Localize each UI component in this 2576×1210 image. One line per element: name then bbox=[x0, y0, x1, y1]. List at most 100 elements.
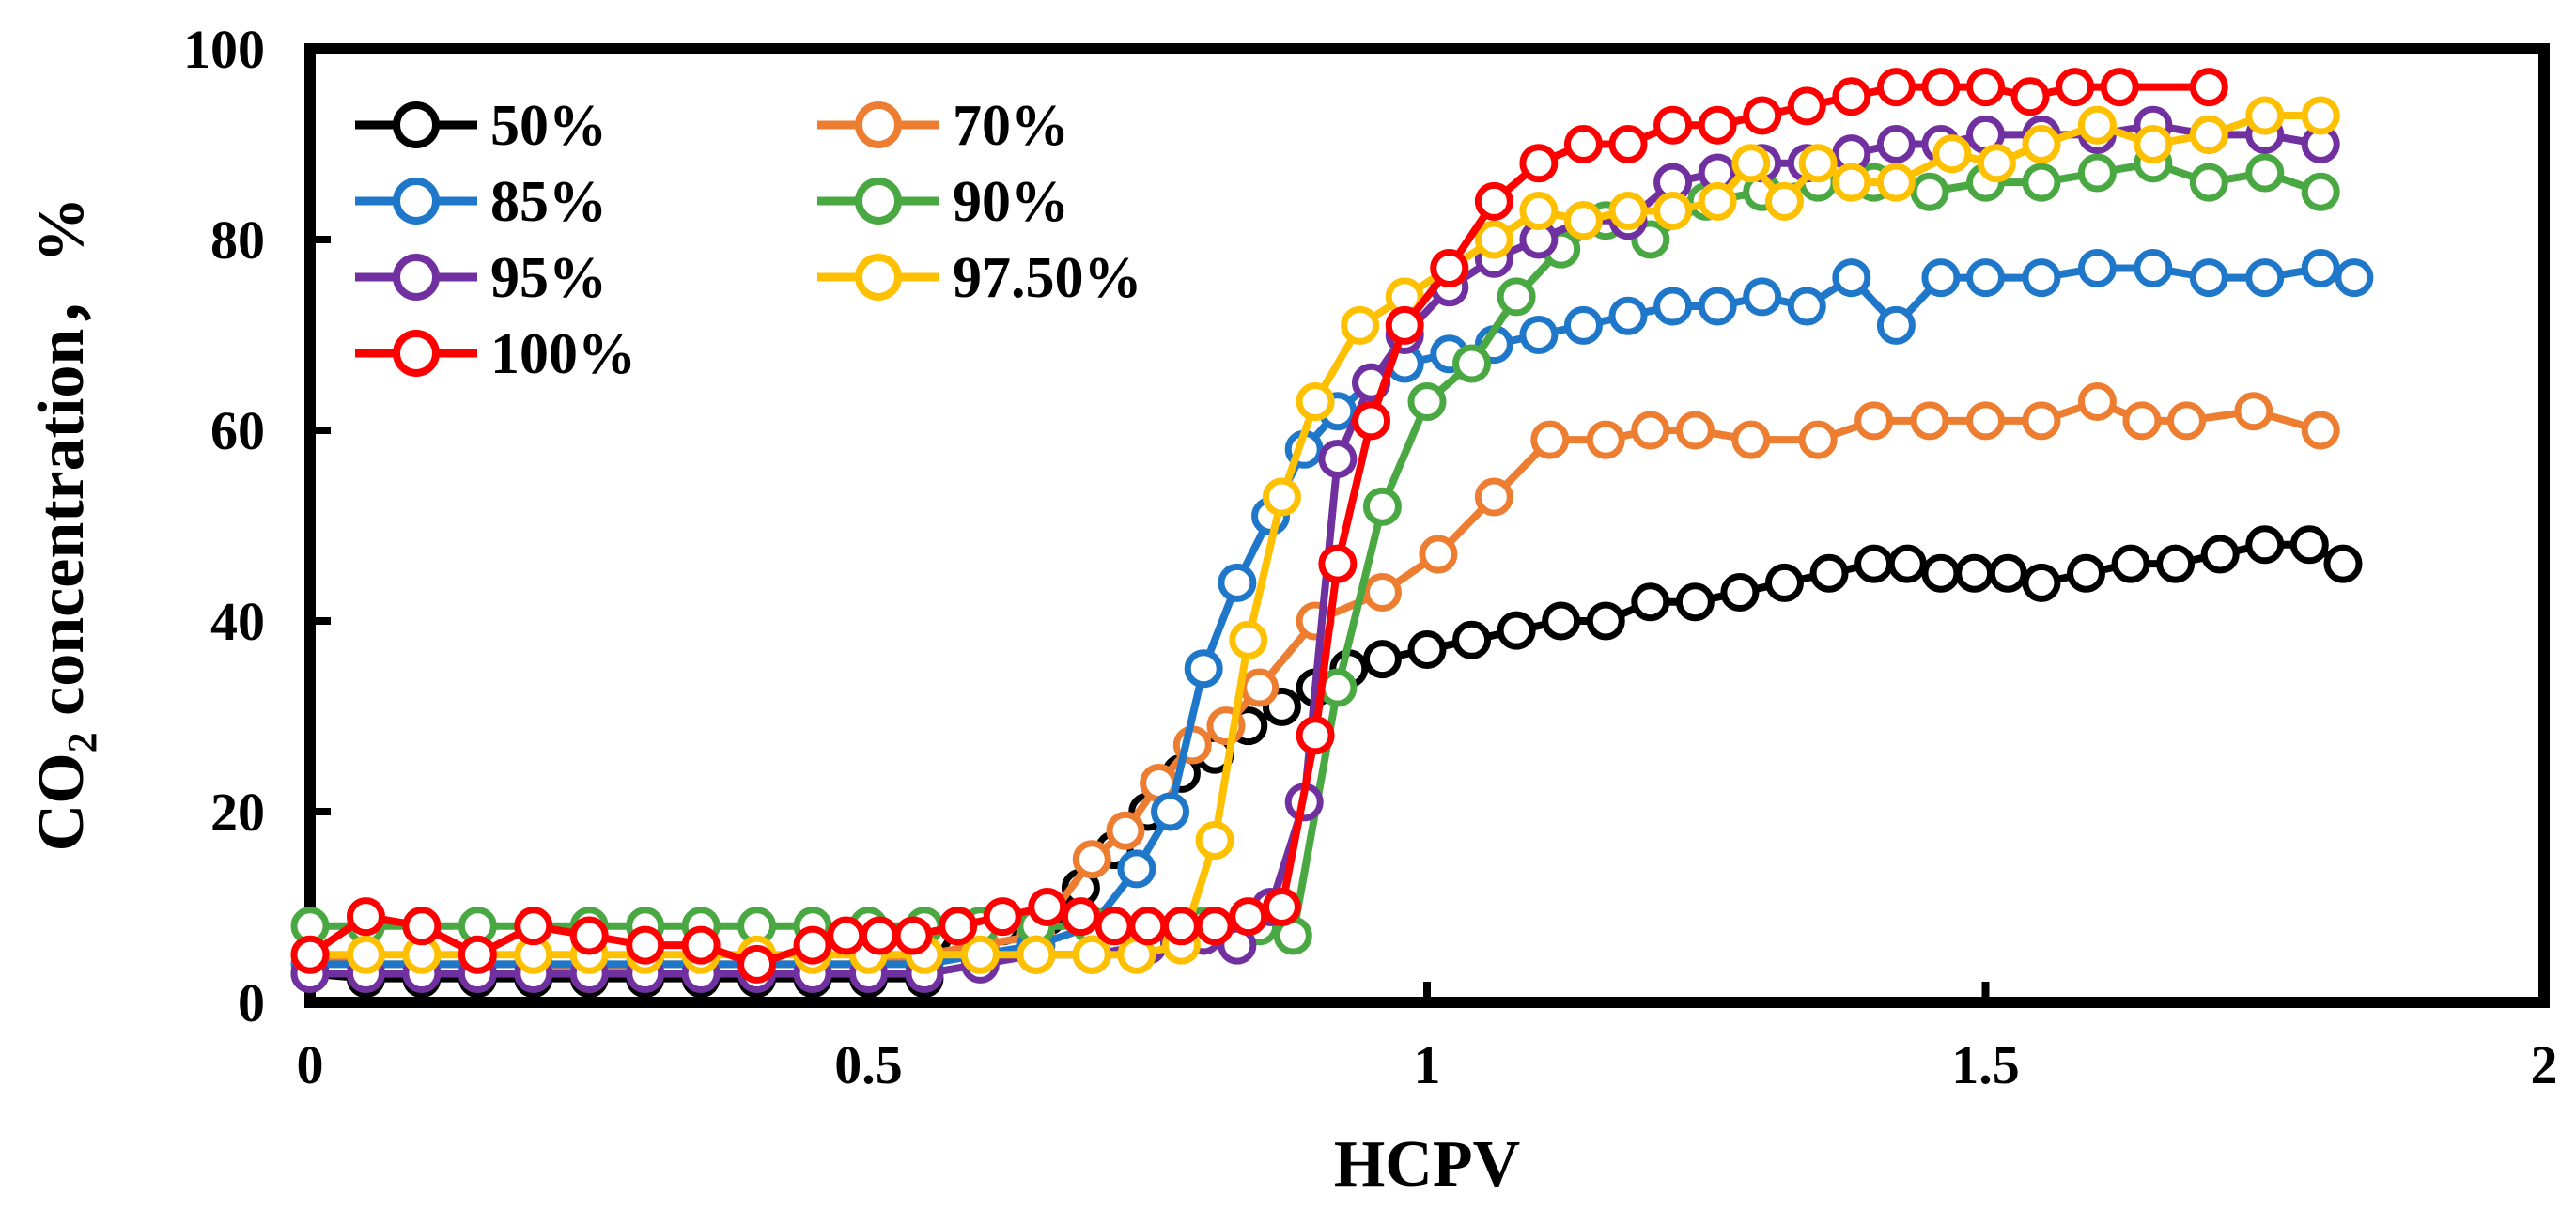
data-point bbox=[2245, 153, 2285, 193]
data-point bbox=[1854, 544, 1894, 583]
data-point bbox=[1028, 888, 1067, 926]
data-point bbox=[1932, 134, 1972, 174]
legend-item: 70% bbox=[817, 94, 1069, 158]
data-point bbox=[2189, 115, 2228, 154]
data-point bbox=[2289, 525, 2329, 565]
data-point bbox=[1161, 907, 1201, 946]
data-point bbox=[1876, 68, 1916, 107]
data-point bbox=[1563, 305, 1603, 345]
data-point bbox=[2022, 563, 2061, 602]
y-axis-label-subscript: 2 bbox=[59, 732, 105, 752]
data-point bbox=[2234, 392, 2273, 431]
data-point bbox=[1787, 86, 1826, 126]
y-tick-label: 20 bbox=[210, 782, 265, 843]
data-point bbox=[1452, 344, 1492, 383]
x-tick-label: 0.5 bbox=[834, 1034, 903, 1095]
data-point bbox=[1362, 640, 1402, 679]
x-tick-label: 2 bbox=[2531, 1034, 2558, 1095]
data-point bbox=[2245, 258, 2285, 298]
data-point bbox=[2200, 535, 2240, 574]
data-point bbox=[569, 916, 609, 955]
data-point bbox=[1832, 163, 1871, 202]
data-point bbox=[1195, 907, 1234, 946]
data-point bbox=[1698, 287, 1737, 326]
legend-item: 97.50% bbox=[817, 246, 1142, 310]
data-point bbox=[2189, 68, 2228, 107]
data-point bbox=[1262, 888, 1301, 926]
data-point bbox=[1832, 77, 1871, 116]
data-point bbox=[1631, 582, 1670, 622]
data-point bbox=[1430, 248, 1469, 287]
data-point bbox=[1698, 105, 1737, 145]
series-9750-pct bbox=[290, 96, 2340, 974]
x-tick-label: 0 bbox=[297, 1034, 324, 1095]
data-point bbox=[2022, 163, 2061, 202]
data-point bbox=[860, 916, 899, 955]
data-point bbox=[2134, 125, 2173, 163]
data-point bbox=[2156, 544, 2196, 583]
legend-swatch-marker bbox=[393, 254, 440, 301]
data-point bbox=[1832, 258, 1871, 298]
data-point bbox=[2077, 248, 2117, 287]
data-point bbox=[1787, 287, 1826, 326]
data-point bbox=[1731, 420, 1771, 459]
series-100-pct bbox=[290, 68, 2228, 984]
legend-item: 85% bbox=[355, 170, 607, 234]
data-point bbox=[1608, 192, 1648, 231]
data-point bbox=[1474, 477, 1513, 517]
data-point bbox=[1653, 192, 1693, 231]
data-point bbox=[458, 935, 497, 974]
data-point bbox=[1910, 401, 1949, 441]
data-point bbox=[2077, 153, 2117, 193]
data-point bbox=[1563, 125, 1603, 163]
data-point bbox=[827, 916, 866, 955]
y-axis-label: CO2 concentration，% bbox=[25, 197, 105, 852]
data-point bbox=[1094, 907, 1134, 946]
data-point bbox=[1106, 811, 1145, 850]
legend-swatch-marker bbox=[855, 101, 902, 148]
data-point bbox=[1921, 553, 1961, 593]
data-point bbox=[1151, 792, 1190, 831]
data-point bbox=[1720, 573, 1760, 613]
plot-frame bbox=[304, 43, 2550, 1008]
data-point bbox=[2335, 258, 2374, 298]
legend-label: 50% bbox=[490, 94, 607, 158]
data-point bbox=[1743, 96, 1782, 135]
data-point bbox=[2245, 96, 2285, 135]
data-point bbox=[1653, 287, 1693, 326]
data-point bbox=[1385, 305, 1424, 345]
data-point bbox=[1764, 563, 1804, 602]
data-point bbox=[893, 916, 933, 955]
data-point bbox=[1061, 897, 1100, 937]
data-point bbox=[1362, 573, 1402, 613]
legend-item: 50% bbox=[355, 94, 607, 158]
data-point bbox=[1966, 401, 2005, 441]
data-point bbox=[1608, 125, 1648, 163]
data-point bbox=[1608, 296, 1648, 335]
data-point bbox=[1519, 144, 1559, 183]
data-point bbox=[1341, 305, 1380, 345]
y-axis-label-co: CO bbox=[25, 752, 98, 851]
data-point bbox=[1229, 620, 1268, 659]
data-point bbox=[1921, 258, 1961, 298]
data-point bbox=[2111, 544, 2150, 583]
data-point bbox=[1407, 629, 1447, 669]
legend-label: 97.50% bbox=[953, 246, 1142, 310]
y-tick-label: 40 bbox=[210, 591, 265, 652]
data-point bbox=[1184, 649, 1223, 689]
data-point bbox=[1854, 401, 1894, 441]
data-point bbox=[1474, 220, 1513, 259]
data-point bbox=[2100, 68, 2139, 107]
data-point bbox=[1452, 620, 1492, 659]
data-point bbox=[1631, 411, 1670, 450]
data-point bbox=[2189, 163, 2228, 202]
data-point bbox=[793, 925, 832, 965]
data-point bbox=[1955, 553, 1994, 593]
x-tick-labels: 0 0.5 1 1.5 2 bbox=[297, 1034, 2558, 1095]
y-tick-label: 100 bbox=[183, 19, 265, 80]
data-point bbox=[2067, 553, 2106, 593]
data-point bbox=[1117, 849, 1156, 889]
data-point bbox=[983, 897, 1022, 937]
data-point bbox=[1218, 563, 1257, 602]
data-point bbox=[1262, 477, 1301, 517]
